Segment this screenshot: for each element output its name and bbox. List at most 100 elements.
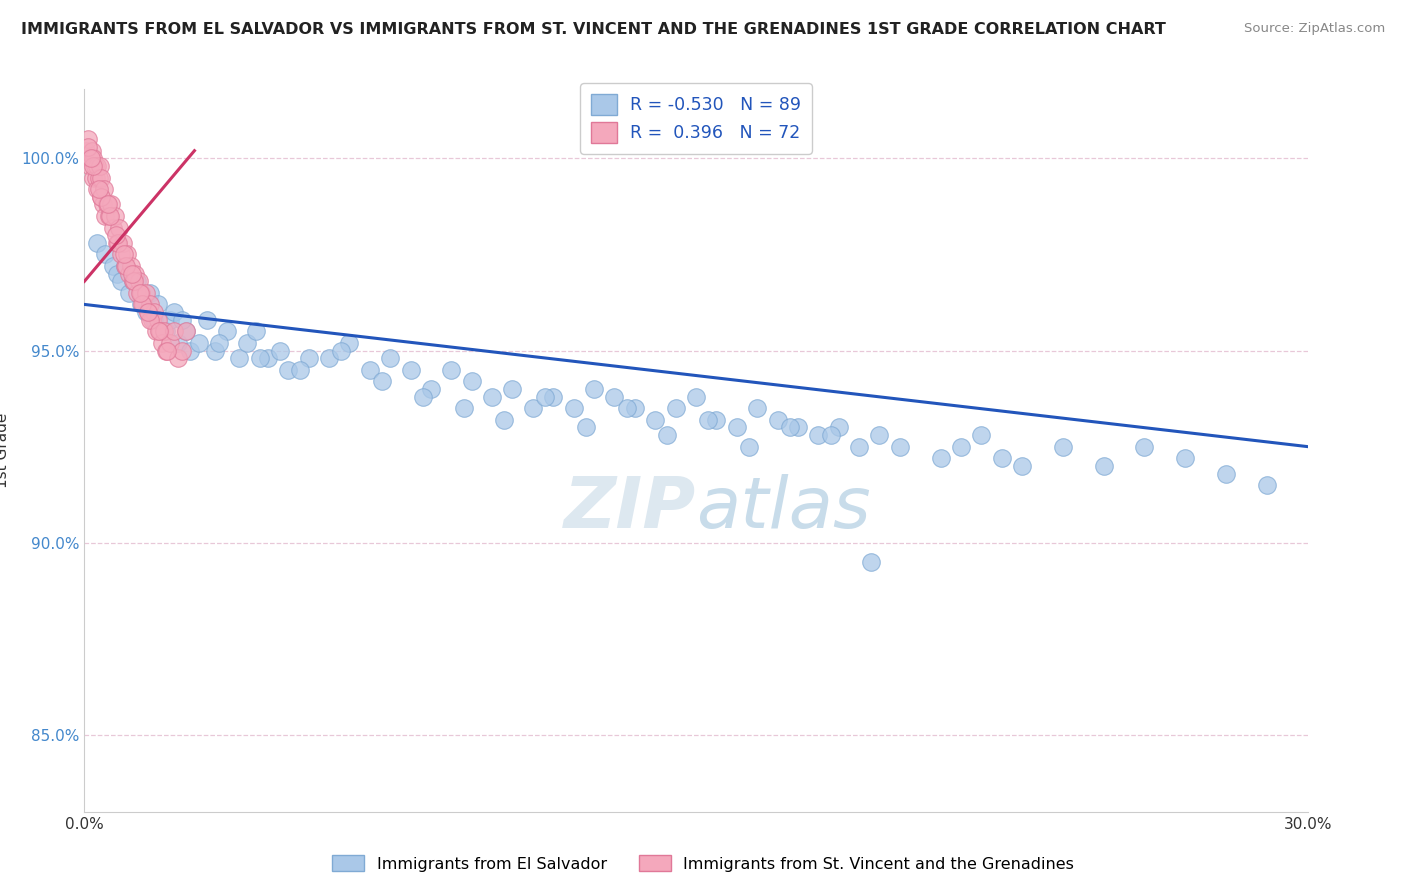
Point	[77, 132, 100, 146]
Point	[135, 305, 157, 319]
Point	[129, 285, 152, 300]
Point	[807, 428, 830, 442]
Point	[79, 159, 101, 173]
Point	[93, 182, 115, 196]
Point	[82, 170, 104, 185]
Point	[83, 159, 105, 173]
Point	[787, 420, 810, 434]
Point	[142, 305, 165, 319]
Point	[153, 324, 176, 338]
Point	[139, 313, 162, 327]
Point	[93, 247, 115, 261]
Point	[76, 140, 98, 154]
Point	[90, 170, 112, 185]
Point	[128, 274, 150, 288]
Point	[101, 220, 124, 235]
Point	[149, 324, 172, 338]
Point	[685, 390, 707, 404]
Point	[828, 420, 851, 434]
Point	[380, 351, 402, 366]
Point	[93, 209, 115, 223]
Point	[420, 382, 443, 396]
Point	[84, 170, 107, 185]
Point	[766, 413, 789, 427]
Point	[122, 274, 145, 288]
Point	[453, 401, 475, 416]
Point	[249, 351, 271, 366]
Point	[624, 401, 647, 416]
Point	[167, 335, 190, 350]
Point	[127, 285, 149, 300]
Point	[706, 413, 728, 427]
Point	[97, 197, 120, 211]
Point	[725, 420, 748, 434]
Point	[174, 324, 197, 338]
Point	[318, 351, 340, 366]
Point	[101, 259, 124, 273]
Point	[399, 363, 422, 377]
Point	[1215, 467, 1237, 481]
Point	[187, 335, 209, 350]
Point	[1011, 458, 1033, 473]
Point	[159, 313, 181, 327]
Point	[502, 382, 524, 396]
Point	[80, 152, 103, 166]
Point	[697, 413, 720, 427]
Point	[80, 144, 103, 158]
Point	[114, 259, 136, 273]
Point	[217, 324, 239, 338]
Text: ZIP: ZIP	[564, 474, 696, 542]
Point	[179, 343, 201, 358]
Text: atlas: atlas	[696, 474, 870, 542]
Point	[970, 428, 993, 442]
Point	[120, 259, 142, 273]
Point	[89, 159, 111, 173]
Point	[228, 351, 250, 366]
Point	[112, 247, 135, 261]
Point	[290, 363, 312, 377]
Point	[747, 401, 769, 416]
Point	[89, 182, 111, 196]
Point	[104, 209, 127, 223]
Point	[174, 324, 197, 338]
Point	[86, 159, 108, 173]
Point	[1092, 458, 1115, 473]
Point	[848, 440, 870, 454]
Point	[122, 274, 145, 288]
Point	[138, 285, 160, 300]
Point	[575, 420, 598, 434]
Point	[1133, 440, 1156, 454]
Point	[124, 267, 146, 281]
Point	[115, 247, 138, 261]
Point	[412, 390, 434, 404]
Point	[87, 170, 110, 185]
Point	[359, 363, 381, 377]
Point	[245, 324, 267, 338]
Point	[156, 343, 179, 358]
Point	[86, 182, 108, 196]
Point	[97, 209, 120, 223]
Point	[82, 152, 104, 166]
Point	[298, 351, 321, 366]
Point	[91, 197, 114, 211]
Point	[138, 297, 160, 311]
Point	[118, 267, 141, 281]
Point	[481, 390, 503, 404]
Point	[167, 351, 190, 366]
Point	[77, 152, 100, 166]
Point	[105, 235, 128, 250]
Point	[121, 267, 143, 281]
Point	[96, 197, 118, 211]
Point	[115, 259, 138, 273]
Point	[135, 285, 157, 300]
Point	[75, 144, 97, 158]
Point	[90, 190, 112, 204]
Point	[98, 209, 121, 223]
Legend: Immigrants from El Salvador, Immigrants from St. Vincent and the Grenadines: Immigrants from El Salvador, Immigrants …	[323, 847, 1083, 880]
Point	[112, 235, 135, 250]
Point	[371, 374, 394, 388]
Point	[86, 235, 108, 250]
Point	[950, 440, 973, 454]
Point	[665, 401, 688, 416]
Point	[208, 335, 231, 350]
